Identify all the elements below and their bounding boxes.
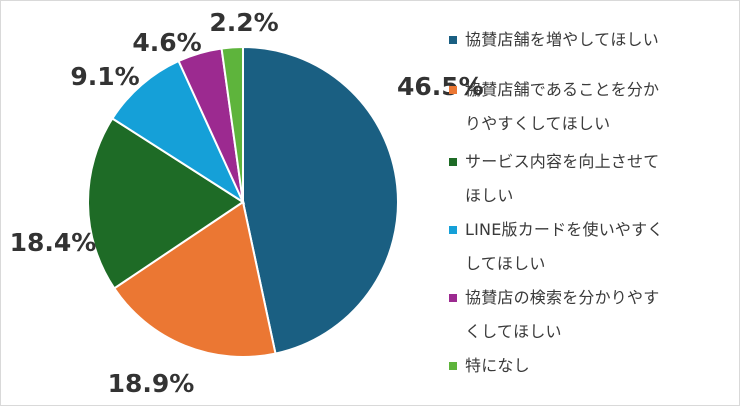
pie-slice-1 [242, 45, 399, 355]
pie-slice-2 [112, 200, 277, 358]
legend-item-3: サービス内容を向上させて ほしい [449, 145, 734, 213]
legend-item-2: 協賛店舗であることを分か りやすくしてほしい [449, 73, 734, 141]
legend-label: 協賛店の検索を分かりやす くしてほしい [465, 288, 660, 341]
pie-slice-4 [111, 59, 246, 205]
legend-label: LINE版カードを使いやすく してほしい [465, 220, 664, 273]
legend-label: 特になし [465, 356, 530, 375]
legend-item-6: 特になし [449, 349, 734, 383]
pie-value-label-6: 2.2% [209, 8, 278, 37]
legend-swatch [449, 362, 457, 370]
legend-swatch [449, 158, 457, 166]
legend-item-1: 協賛店舗を増やしてほしい [449, 23, 734, 57]
legend-swatch [449, 86, 457, 94]
pie-value-label-1: 46.5% [397, 72, 484, 101]
legend-label: 協賛店舗を増やしてほしい [465, 30, 659, 49]
legend-item-4: LINE版カードを使いやすく してほしい [449, 213, 734, 281]
legend-swatch [449, 294, 457, 302]
legend: 協賛店舗を増やしてほしい協賛店舗であることを分か りやすくしてほしい サービス内容を… [449, 23, 734, 383]
legend-swatch [449, 36, 457, 44]
pie-value-label-2: 18.9% [108, 369, 195, 398]
legend-item-5: 協賛店の検索を分かりやす くしてほしい [449, 281, 734, 349]
pie-value-labels: 46.5% 18.9% 18.4% 9.1% 4.6% 2.2% [10, 8, 484, 398]
pie-slice-3 [87, 117, 245, 290]
pie-slice-6 [220, 45, 244, 203]
legend-label: 協賛店舗であることを分か りやすくしてほしい [465, 80, 660, 133]
pie-slices [87, 45, 399, 358]
legend-label: サービス内容を向上させて ほしい [465, 152, 660, 205]
legend-swatch [449, 226, 457, 234]
pie-value-label-3: 18.4% [10, 228, 97, 257]
pie-value-label-4: 9.1% [70, 62, 139, 91]
pie-value-label-5: 4.6% [132, 28, 201, 57]
